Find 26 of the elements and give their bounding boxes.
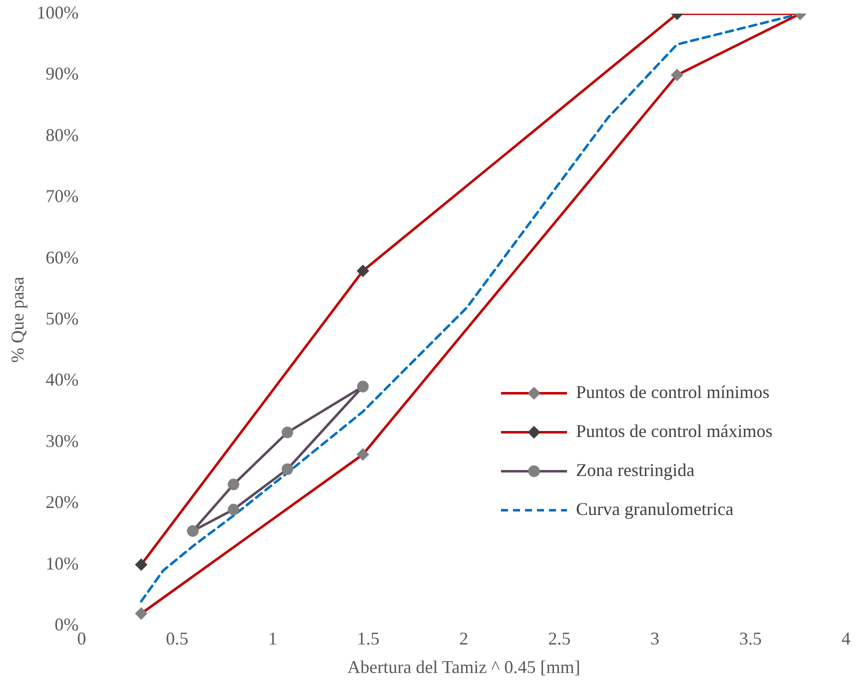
legend-label: Puntos de control mínimos: [576, 382, 770, 402]
legend-label: Zona restringida: [576, 460, 694, 480]
y-tick-label: 10%: [46, 553, 79, 574]
y-tick-label: 70%: [46, 186, 79, 206]
x-tick-label: 3: [650, 628, 660, 648]
y-tick-label: 60%: [46, 247, 79, 268]
x-tick-label: 1.5: [356, 628, 380, 648]
x-tick-label: 0: [77, 628, 86, 648]
x-tick-label: 4: [842, 628, 850, 648]
x-tick-label: 3.5: [739, 628, 762, 648]
y-tick-label: 80%: [46, 124, 79, 145]
y-axis-title: % Que pasa: [8, 276, 28, 363]
y-tick-label: 90%: [46, 64, 79, 84]
x-axis-title: Abertura del Tamiz ^ 0.45 [mm]: [347, 656, 580, 677]
x-tick-label: 2.5: [548, 628, 571, 648]
x-tick-label: 1: [268, 628, 278, 648]
y-tick-label: 50%: [46, 308, 79, 329]
legend-label: Puntos de control máximos: [576, 420, 772, 441]
legend-label: Curva granulometrica: [576, 498, 734, 519]
x-tick-label: 2: [459, 628, 468, 648]
y-tick-label: 0%: [54, 614, 79, 635]
y-tick-label: 40%: [46, 370, 79, 390]
y-tick-label: 30%: [46, 430, 79, 451]
y-tick-label: 100%: [36, 2, 79, 23]
x-tick-label: 0.5: [166, 628, 188, 648]
y-tick-label: 20%: [46, 492, 79, 512]
